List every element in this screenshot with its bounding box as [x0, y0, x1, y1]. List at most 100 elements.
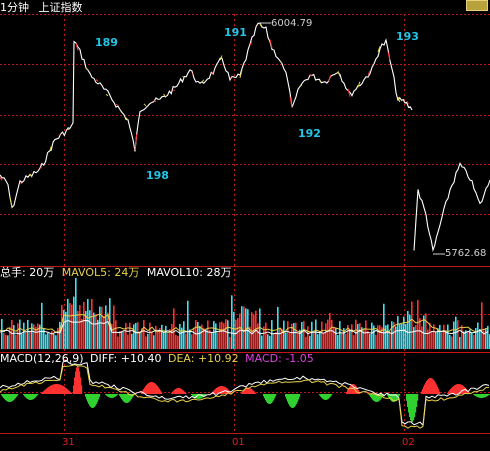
macd-bar: [223, 386, 225, 394]
volume-bar: [41, 302, 43, 349]
volume-bar: [17, 323, 19, 349]
volume-bar: [479, 329, 481, 349]
macd-bar: [390, 394, 392, 401]
macd-bar: [129, 394, 131, 402]
volume-bar: [203, 328, 205, 349]
macd-bar: [51, 385, 53, 394]
volume-bar: [153, 335, 155, 349]
macd-bar: [270, 394, 272, 404]
macd-name-label: MACD(12,26,9): [0, 352, 84, 365]
macd-bar: [54, 384, 56, 394]
macd-bar: [4, 394, 6, 400]
volume-bar: [7, 335, 9, 349]
volume-bar: [175, 334, 177, 349]
macd-bar: [194, 394, 196, 398]
volume-bar: [205, 329, 207, 349]
volume-bar: [285, 332, 287, 349]
macd-bar: [23, 394, 25, 396]
volume-bar: [293, 323, 295, 349]
volume-bar: [99, 306, 101, 349]
volume-bar: [421, 326, 423, 349]
volume-bar: [201, 324, 203, 349]
price-tick: [319, 80, 322, 83]
volume-bar: [351, 324, 353, 349]
macd-bar: [182, 389, 184, 394]
volume-bar: [319, 331, 321, 349]
volume-bar: [249, 326, 251, 349]
volume-bar: [215, 323, 217, 349]
macd-bar: [13, 394, 15, 401]
macd-bar: [123, 394, 125, 402]
macd-bar: [183, 390, 185, 394]
macd-bar: [199, 394, 201, 399]
macd-bar: [449, 390, 451, 394]
macd-histogram: [1, 366, 490, 422]
macd-bar: [221, 386, 223, 394]
date-label-31: 31: [62, 437, 75, 448]
macd-bar: [479, 394, 481, 398]
volume-bar: [119, 330, 121, 349]
dea-label: DEA: +10.92: [167, 352, 239, 365]
macd-bar: [14, 394, 16, 400]
macd-bar: [408, 394, 410, 413]
macd-bar: [65, 387, 67, 394]
price-tick: [67, 128, 71, 131]
macd-bar: [130, 394, 132, 401]
macd-bar: [297, 394, 299, 402]
volume-bar: [55, 335, 57, 349]
volume-bar: [327, 319, 329, 349]
volume-bar: [213, 321, 215, 349]
volume-bar: [137, 322, 139, 349]
volume-bar: [377, 325, 379, 349]
macd-bar: [177, 388, 179, 394]
volume-bar: [311, 321, 313, 349]
macd-bar: [251, 389, 253, 394]
macd-bar: [249, 388, 251, 394]
macd-bar: [447, 392, 449, 394]
price-tick: [125, 117, 129, 121]
macd-bar: [247, 388, 249, 394]
macd-bar: [178, 388, 180, 394]
volume-bar: [95, 314, 97, 349]
price-tick: [210, 71, 214, 75]
macd-bar: [372, 394, 374, 400]
volume-bar: [1, 319, 3, 349]
volume-bar: [179, 323, 181, 349]
volume-bar: [177, 335, 179, 349]
volume-bar: [25, 332, 27, 349]
macd-bar: [5, 394, 7, 401]
macd-bar: [450, 389, 452, 394]
macd-bar: [299, 394, 301, 397]
macd-bar: [456, 384, 458, 394]
volume-bar: [159, 328, 161, 349]
macd-bar: [73, 385, 75, 394]
macd-bar: [229, 390, 231, 394]
macd-bar: [215, 388, 217, 394]
macd-bar: [245, 389, 247, 394]
macd-bar: [86, 394, 88, 400]
macd-bar: [68, 390, 70, 394]
volume-bar: [33, 324, 35, 349]
volume-bar: [429, 322, 431, 349]
volume-bar: [75, 277, 77, 349]
volume-bar: [167, 333, 169, 349]
restore-icon[interactable]: [466, 0, 488, 11]
macd-bar: [392, 394, 394, 402]
macd-bar: [253, 390, 255, 394]
macd-bar: [264, 394, 266, 399]
period-label: 1分钟: [0, 1, 29, 14]
macd-bar: [294, 394, 296, 407]
volume-bar: [313, 330, 315, 349]
volume-bar: [57, 327, 59, 349]
volume-bar: [45, 334, 47, 349]
macd-bar: [349, 386, 351, 394]
macd-bar: [96, 394, 98, 404]
volume-bar: [423, 315, 425, 349]
macd-bar: [155, 383, 157, 394]
price-tick: [397, 96, 401, 103]
macd-bar: [10, 394, 12, 402]
volume-bar: [299, 329, 301, 349]
macd-bar: [126, 394, 128, 403]
volume-bar: [461, 325, 463, 349]
volume-bar: [261, 335, 263, 349]
